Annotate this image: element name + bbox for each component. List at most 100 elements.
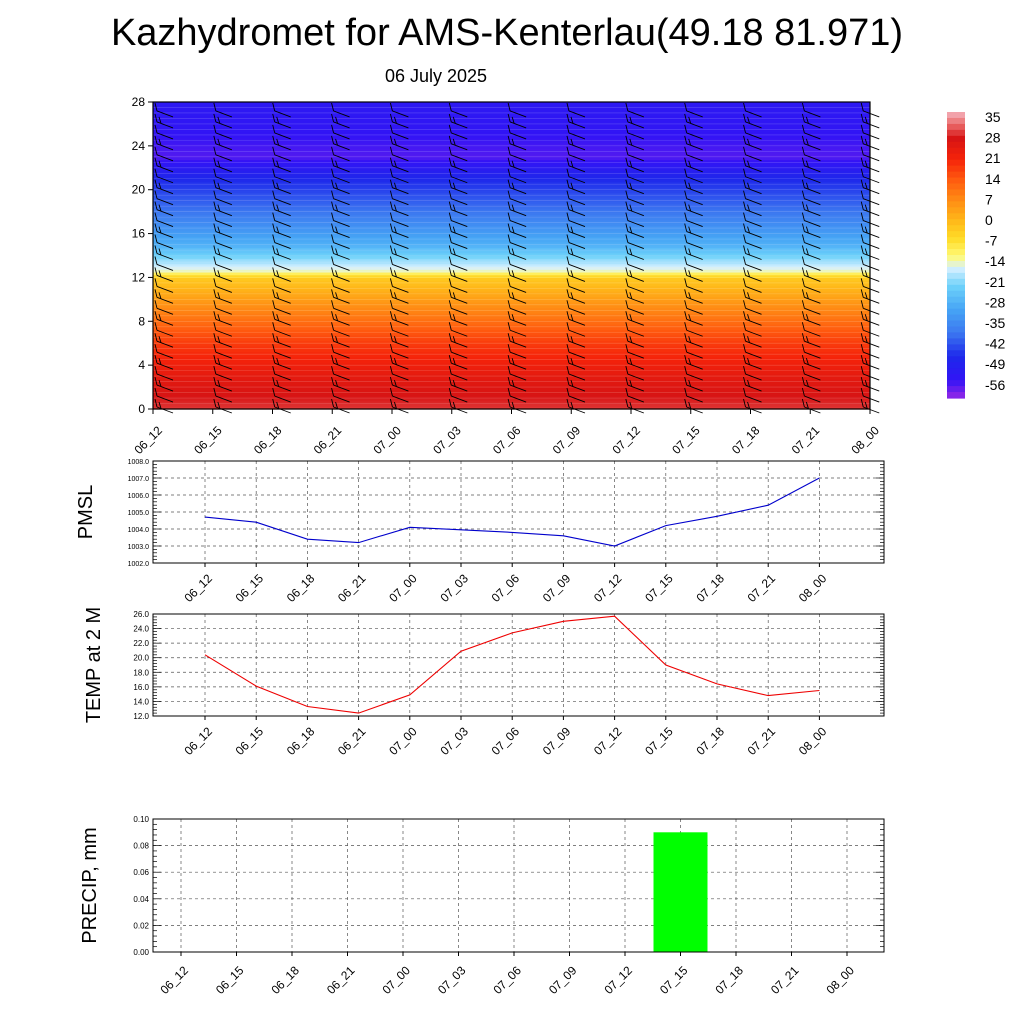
x-tick-label: 07_12 xyxy=(609,423,643,457)
y-tick-label: 1004.0 xyxy=(128,527,150,534)
x-tick-label: 06_15 xyxy=(213,963,247,997)
x-tick-label: 06_12 xyxy=(181,724,215,758)
y-tick-label: 18.0 xyxy=(133,668,149,677)
x-tick-label: 07_12 xyxy=(601,963,635,997)
wind-barbs xyxy=(154,102,880,414)
colorbar: 35 28 21 14 7 0 -7 -14 -21 -28 -35 -42 -49 -56 xyxy=(947,109,1005,399)
y-axis-title: PMSL xyxy=(75,485,97,539)
x-tick-label: 08_00 xyxy=(848,423,882,457)
y-tick-label: 1007.0 xyxy=(128,476,150,483)
bar xyxy=(653,832,708,952)
panel-frame xyxy=(152,613,885,717)
colorbar-label: -21 xyxy=(985,274,1005,290)
x-tick-label: 07_03 xyxy=(430,423,464,457)
colorbar-label: 7 xyxy=(985,191,993,207)
x-tick-label: 07_12 xyxy=(591,724,625,758)
y-tick-label: 12.0 xyxy=(133,712,149,721)
x-tick-label: 06_12 xyxy=(181,571,215,605)
y-tick-label: 4 xyxy=(138,358,145,372)
colorbar-label: 0 xyxy=(985,212,993,228)
x-tick-label: 06_21 xyxy=(311,423,345,457)
y-tick-label: 1008.0 xyxy=(128,459,150,466)
colorbar-label: 28 xyxy=(985,130,1001,146)
x-tick-label: 07_03 xyxy=(435,963,469,997)
x-tick-label: 06_21 xyxy=(324,963,358,997)
y-tick-label: 20.0 xyxy=(133,654,149,663)
x-tick-label: 07_00 xyxy=(386,571,420,605)
cross-section-panel: 0 4 8 12 16 20 24 28 06_12 06_15 06_18 06_21 07_00 07… xyxy=(131,95,882,457)
y-tick-label: 20 xyxy=(132,183,146,197)
series-line xyxy=(204,615,820,714)
y-tick-label: 24.0 xyxy=(133,625,149,634)
x-tick-label: 07_18 xyxy=(712,963,746,997)
y-tick-label: 1005.0 xyxy=(128,510,150,517)
y-tick-label: 12 xyxy=(132,270,146,284)
panel-frame xyxy=(152,818,885,953)
x-tick-label: 07_21 xyxy=(745,724,779,758)
y-tick-label: 1006.0 xyxy=(128,493,150,500)
x-tick-label: 07_06 xyxy=(490,963,524,997)
x-tick-label: 07_09 xyxy=(550,423,584,457)
y-tick-label: 16 xyxy=(132,227,146,241)
colorbar-label: -14 xyxy=(985,253,1005,269)
x-tick-label: 07_06 xyxy=(489,724,523,758)
y-tick-label: 14.0 xyxy=(133,697,149,706)
y-tick-label: 16.0 xyxy=(133,683,149,692)
y-tick-label: 0.10 xyxy=(133,815,149,824)
x-tick-label: 07_18 xyxy=(693,724,727,758)
x-tick-label: 07_21 xyxy=(745,571,779,605)
y-tick-label: 0.04 xyxy=(133,895,149,904)
y-tick-label: 1002.0 xyxy=(128,561,150,568)
y-axis-title: TEMP at 2 M xyxy=(83,607,105,723)
x-tick-label: 07_09 xyxy=(540,724,574,758)
grid xyxy=(153,461,884,563)
x-tick-label: 06_15 xyxy=(233,571,267,605)
x-tick-label: 06_12 xyxy=(131,423,165,457)
y-tick-label: 0.06 xyxy=(133,868,149,877)
x-tick-label: 07_09 xyxy=(546,963,580,997)
y-tick-label: 1003.0 xyxy=(128,544,150,551)
x-tick-label: 07_21 xyxy=(789,423,823,457)
y-axis-title: PRECIP, mm xyxy=(79,827,101,943)
x-tick-label: 07_00 xyxy=(370,423,404,457)
x-tick-label: 07_03 xyxy=(437,571,471,605)
colorbar-label: 35 xyxy=(985,109,1001,125)
colorbar-label: 14 xyxy=(985,171,1001,187)
page-subtitle: 06 July 2025 xyxy=(384,66,488,86)
x-tick-label: 07_00 xyxy=(379,963,413,997)
x-tick-label: 06_21 xyxy=(335,724,369,758)
minor-ticks xyxy=(153,613,884,717)
x-tick-label: 06_15 xyxy=(233,724,267,758)
x-tick-label: 07_18 xyxy=(729,423,763,457)
y-tick-label: 24 xyxy=(132,139,146,153)
x-tick-label: 07_18 xyxy=(693,571,727,605)
x-tick-label: 06_18 xyxy=(268,963,302,997)
x-tick-label: 08_00 xyxy=(796,571,830,605)
precip-panel: 0.00 0.02 0.04 0.06 0.08 0.10 06_12 06_15 06_18 0… xyxy=(79,815,885,997)
x-tick-label: 07_06 xyxy=(489,571,523,605)
x-tick-label: 06_18 xyxy=(284,724,318,758)
x-tick-label: 07_12 xyxy=(591,571,625,605)
x-tick-label: 07_21 xyxy=(768,963,802,997)
temp-panel: 12.0 14.0 16.0 18.0 20.0 22.0 24.0 26.0 06_12 06_… xyxy=(83,607,885,758)
colorbar-label: -56 xyxy=(985,377,1005,393)
colorbar-label: -49 xyxy=(985,356,1005,372)
y-tick-label: 26.0 xyxy=(133,610,149,619)
colorbar-label: -28 xyxy=(985,294,1005,310)
y-tick-label: 22.0 xyxy=(133,639,149,648)
x-tick-label: 06_12 xyxy=(157,963,191,997)
colorbar-label: -7 xyxy=(985,233,998,249)
grid xyxy=(153,614,884,716)
x-tick-label: 06_15 xyxy=(191,423,225,457)
x-tick-label: 07_15 xyxy=(642,571,676,605)
x-tick-label: 06_18 xyxy=(284,571,318,605)
x-tick-label: 08_00 xyxy=(823,963,857,997)
x-tick-label: 06_21 xyxy=(335,571,369,605)
x-tick-label: 07_15 xyxy=(657,963,691,997)
grid xyxy=(153,819,884,952)
series-line xyxy=(204,477,820,547)
x-tick-label: 06_18 xyxy=(251,423,285,457)
y-tick-label: 28 xyxy=(132,95,146,109)
x-tick-label: 07_06 xyxy=(490,423,524,457)
